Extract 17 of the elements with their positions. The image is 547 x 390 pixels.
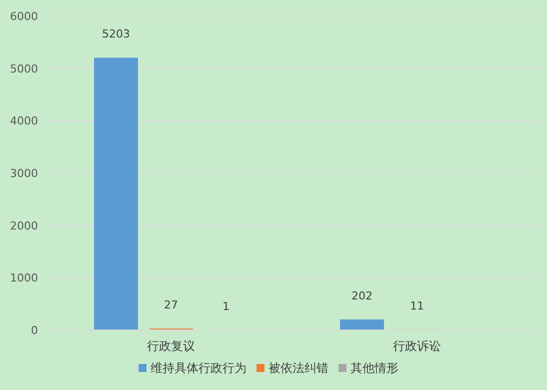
data-label: 27	[164, 298, 178, 312]
y-tick-label: 0	[31, 324, 38, 337]
data-label: 11	[410, 299, 424, 312]
data-label: 1	[222, 300, 230, 313]
data-label: 202	[352, 289, 372, 302]
legend-label: 维持具体行政行为	[150, 361, 246, 375]
y-tick-label: 4000	[10, 114, 38, 128]
y-tick-label: 5000	[10, 62, 38, 76]
x-tick-label: 行政复议	[147, 339, 195, 353]
y-tick-label: 3000	[10, 167, 38, 180]
y-tick-label: 2000	[10, 219, 38, 232]
y-tick-label: 1000	[10, 272, 38, 285]
legend-label: 被依法纠错	[268, 361, 328, 375]
x-tick-label: 行政诉讼	[393, 339, 441, 353]
data-label: 5203	[102, 28, 130, 41]
legend-label: 其他情形	[350, 361, 398, 375]
y-tick-label: 6000	[10, 10, 38, 23]
